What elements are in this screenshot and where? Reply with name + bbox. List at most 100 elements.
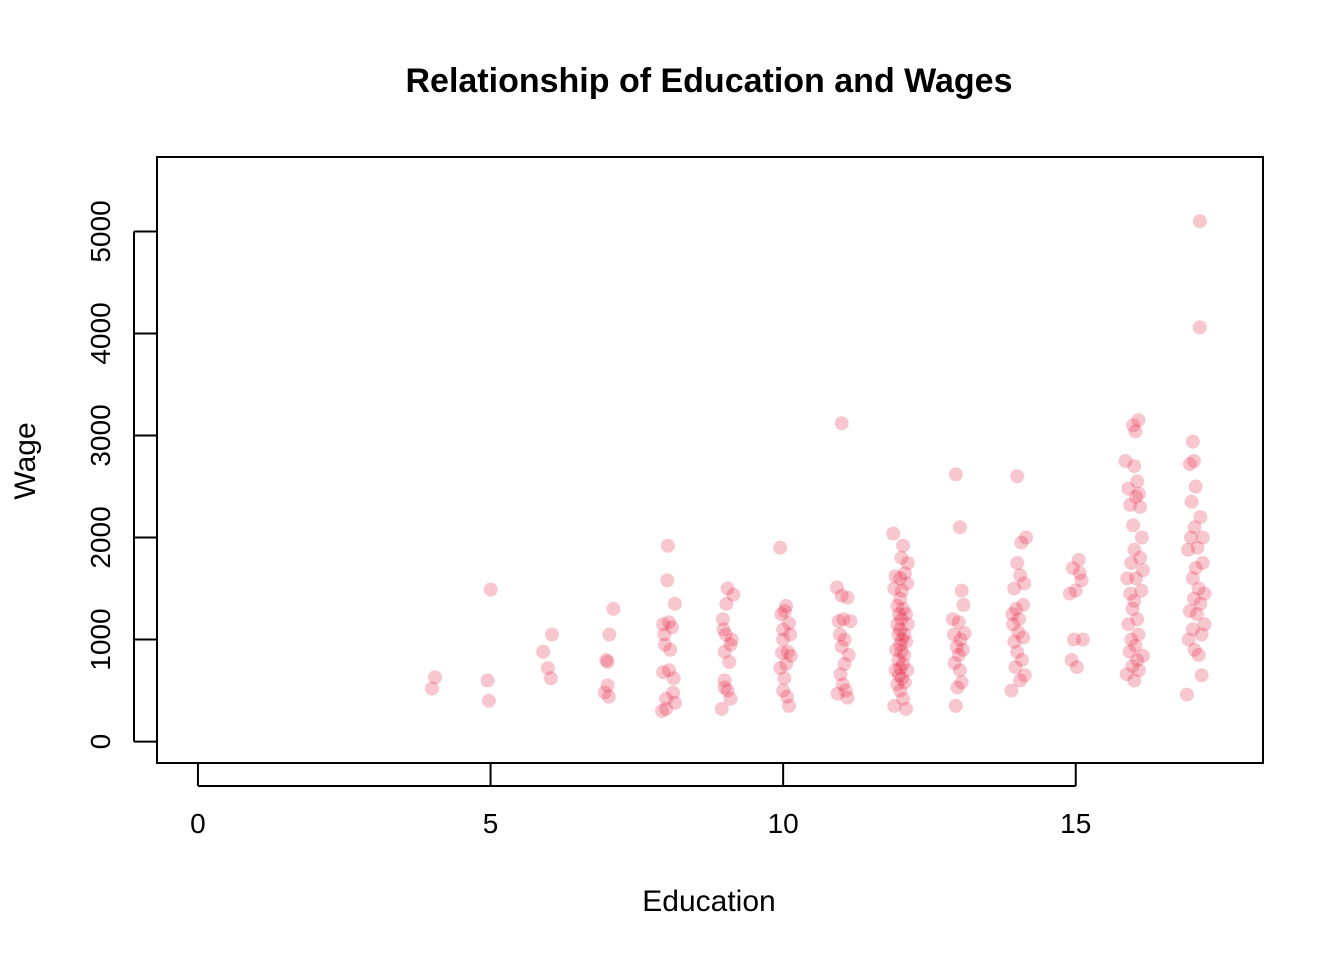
data-point <box>656 665 671 680</box>
data-point <box>892 607 906 622</box>
data-point <box>717 673 732 688</box>
data-point <box>1007 581 1022 596</box>
y-tick-label: 0 <box>85 734 116 750</box>
data-point <box>1127 542 1142 557</box>
points-layer <box>425 214 1212 718</box>
data-point <box>657 627 672 642</box>
data-point <box>892 668 906 683</box>
data-point <box>891 627 906 642</box>
x-axis-label: Education <box>642 885 775 918</box>
data-point <box>888 663 903 678</box>
data-point <box>667 695 682 710</box>
data-point <box>832 627 847 642</box>
data-point <box>900 617 915 632</box>
data-point <box>1185 622 1200 637</box>
y-tick-label: 2000 <box>85 506 116 568</box>
data-point <box>1184 494 1199 509</box>
data-point <box>773 661 788 676</box>
data-point <box>896 691 911 706</box>
data-point <box>1131 413 1146 428</box>
data-point <box>1191 581 1206 596</box>
data-point <box>543 671 558 686</box>
data-point <box>887 698 902 713</box>
data-point <box>1185 434 1200 449</box>
data-point <box>1193 596 1208 611</box>
data-point <box>894 612 909 627</box>
x-axis: 0 5 10 15 <box>190 764 1091 839</box>
data-point <box>1005 607 1020 622</box>
data-point <box>1019 530 1033 545</box>
data-point <box>722 655 737 669</box>
data-point <box>893 591 908 606</box>
data-point <box>723 637 738 652</box>
data-point <box>838 683 853 698</box>
data-point <box>954 583 969 598</box>
data-point <box>900 556 915 570</box>
data-point <box>660 573 675 588</box>
data-point <box>1195 530 1210 545</box>
chart-title: Relationship of Education and Wages <box>405 62 1012 100</box>
data-point <box>1014 653 1029 667</box>
data-point <box>597 685 612 700</box>
data-point <box>893 637 908 652</box>
data-point <box>951 615 966 630</box>
data-point <box>1009 601 1024 616</box>
data-point <box>888 569 903 584</box>
data-point <box>666 685 681 700</box>
data-point <box>897 627 912 642</box>
data-point <box>894 644 909 659</box>
data-point <box>602 627 617 642</box>
data-point <box>893 683 908 698</box>
data-point <box>840 690 855 705</box>
y-axis: 0 1000 2000 3000 4000 5000 <box>85 200 157 749</box>
data-point <box>1119 667 1134 682</box>
data-point <box>663 642 678 657</box>
data-point <box>780 644 795 659</box>
x-tick-label: 0 <box>190 808 206 839</box>
y-tick-label: 4000 <box>85 302 116 364</box>
data-point <box>714 701 729 716</box>
data-point <box>716 622 731 637</box>
data-point <box>949 639 964 654</box>
data-point <box>600 655 615 669</box>
data-point <box>1185 571 1200 586</box>
data-point <box>1130 474 1145 489</box>
data-point <box>899 634 913 649</box>
data-point <box>948 698 963 713</box>
data-point <box>956 597 971 612</box>
data-point <box>837 657 852 671</box>
data-point <box>659 691 674 706</box>
data-point <box>899 607 913 622</box>
data-point <box>777 604 792 618</box>
data-point <box>1179 687 1194 702</box>
data-point <box>947 656 962 670</box>
y-axis-label: Wage <box>9 422 42 499</box>
data-point <box>834 416 849 431</box>
data-point <box>1068 583 1083 598</box>
data-point <box>897 566 912 581</box>
data-point <box>896 657 911 671</box>
data-point <box>1006 617 1021 632</box>
data-point <box>1017 668 1032 683</box>
data-point <box>1122 644 1137 659</box>
data-point <box>894 550 909 565</box>
data-point <box>1067 632 1081 647</box>
data-point <box>1193 510 1208 525</box>
data-point <box>1011 625 1026 640</box>
data-point <box>837 632 852 647</box>
data-point <box>1127 593 1142 608</box>
data-point <box>1010 469 1025 484</box>
data-point <box>723 691 738 706</box>
data-point <box>779 598 794 613</box>
data-point <box>1182 604 1197 618</box>
data-point <box>957 626 972 641</box>
data-point <box>887 581 902 596</box>
data-point <box>1120 571 1135 586</box>
data-point <box>830 686 845 701</box>
data-point <box>666 671 681 686</box>
x-tick-label: 15 <box>1060 808 1091 839</box>
plot-frame <box>156 156 1264 764</box>
y-tick-label: 5000 <box>85 200 116 262</box>
data-point <box>948 467 963 482</box>
data-point <box>1188 479 1203 494</box>
